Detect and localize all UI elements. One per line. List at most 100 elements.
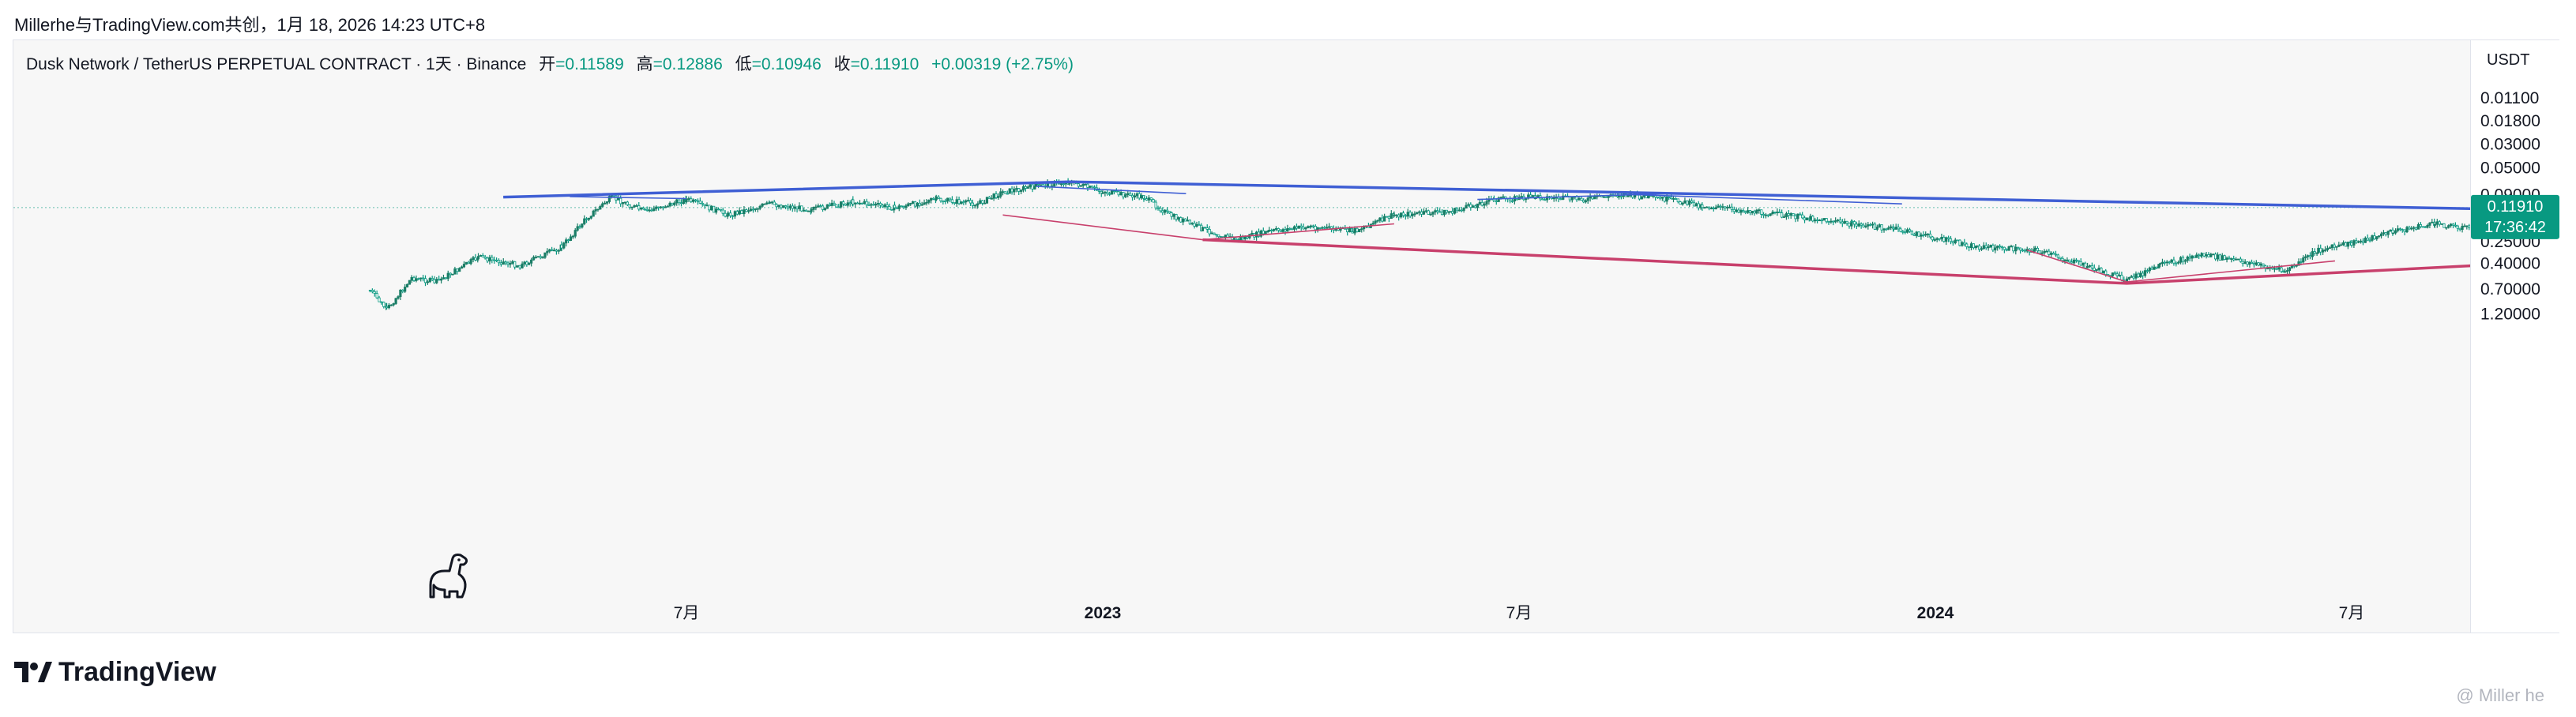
candle-body <box>2389 229 2392 232</box>
candle-body <box>1175 214 1178 220</box>
candle-body <box>770 201 773 204</box>
candle-body <box>583 218 586 224</box>
candle-body <box>2398 228 2401 231</box>
candle-body <box>2066 259 2069 261</box>
candle-body <box>1541 198 1544 201</box>
candle-body <box>569 236 573 241</box>
candle-body <box>835 204 838 208</box>
candle-body <box>2442 223 2446 228</box>
candle-body <box>525 261 528 265</box>
candle-body <box>1782 216 1786 218</box>
candle-body <box>1996 246 1999 249</box>
candle-body <box>509 262 512 265</box>
symbol-title[interactable]: Dusk Network / TetherUS PERPETUAL CONTRA… <box>26 55 527 73</box>
candle-body <box>1081 183 1085 186</box>
candle-body <box>1093 186 1096 189</box>
time-tick-label: 7月 <box>1506 604 1532 622</box>
candle-body <box>1928 233 1932 238</box>
candle-body <box>557 250 560 252</box>
candle-body <box>1149 197 1153 201</box>
candle-body <box>1945 237 1948 242</box>
price-tick-label: 1.20000 <box>2480 305 2540 323</box>
candle-body <box>900 205 903 208</box>
candle-body <box>786 206 790 208</box>
price-scale-svg[interactable]: USDT 0.011000.018000.030000.050000.09000… <box>2471 40 2559 633</box>
candle-body <box>1413 213 1416 216</box>
candle-body <box>458 268 461 272</box>
candle-body <box>1183 218 1187 222</box>
candle-body <box>886 204 889 208</box>
candle-body <box>909 203 912 205</box>
candle-body <box>1850 220 1854 223</box>
candle-body <box>1619 195 1623 197</box>
chart-frame[interactable]: 7月20237月20247月20257月20267月 Dusk Network … <box>13 39 2576 633</box>
candle-body <box>1873 223 1877 230</box>
open-label: 开 <box>539 55 556 73</box>
candle-body <box>493 259 496 261</box>
candle-body <box>1436 210 1439 212</box>
candle-body <box>1843 220 1846 224</box>
candle-body <box>1676 198 1679 202</box>
candle-body <box>2012 246 2015 252</box>
candle-body <box>2313 251 2316 253</box>
candle-body <box>1177 217 1180 220</box>
candle-body <box>2277 267 2281 270</box>
candle-body <box>890 208 893 211</box>
candle-body <box>2000 246 2004 249</box>
candle-body <box>1626 195 1630 197</box>
candle-body <box>2431 221 2434 223</box>
tradingview-logo[interactable]: TradingView <box>14 657 216 688</box>
candle-body <box>957 199 961 205</box>
candle-body <box>2414 227 2418 230</box>
candle-body <box>2093 268 2096 271</box>
candle-body <box>630 206 634 208</box>
candle-body <box>387 305 391 309</box>
candle-body <box>825 204 829 209</box>
candle-body <box>1730 206 1734 210</box>
candle-body <box>777 205 780 208</box>
candle-body <box>830 202 833 206</box>
candle-body <box>1472 205 1475 208</box>
candle-body <box>791 205 794 209</box>
candle-body <box>1311 225 1314 227</box>
candle-body <box>2262 263 2265 267</box>
candle-body <box>758 205 762 209</box>
candle-body <box>2401 229 2404 231</box>
candle-body <box>599 206 602 210</box>
candle-body <box>765 202 769 205</box>
candle-body <box>645 208 649 211</box>
candle-body <box>1638 194 1641 200</box>
candle-body <box>1086 183 1089 188</box>
candle-body <box>1288 228 1292 230</box>
candle-body <box>2007 246 2010 251</box>
candle-body <box>990 197 993 200</box>
candle-body <box>592 210 595 217</box>
candle-body <box>1980 248 1984 250</box>
candle-body <box>1742 210 1745 212</box>
candle-body <box>2250 261 2254 264</box>
candle-body <box>721 209 724 214</box>
candle-body <box>394 298 397 304</box>
candle-body <box>841 201 845 205</box>
candle-body <box>1021 186 1025 191</box>
candle-body <box>1286 228 1289 232</box>
candle-body <box>1809 216 1812 220</box>
candle-body <box>392 303 395 306</box>
current-price-badge[interactable]: 0.11910 17:36:42 <box>2471 194 2559 239</box>
candle-body <box>1972 243 1975 249</box>
plot-area[interactable]: 7月20237月20247月20257月20267月 Dusk Network … <box>13 40 2576 633</box>
candle-body <box>1453 208 1457 214</box>
candle-body <box>844 203 848 206</box>
candle-body <box>1460 209 1463 212</box>
time-axis[interactable]: 7月20237月20247月20257月20267月 <box>674 604 2470 622</box>
price-chart[interactable]: 7月20237月20247月20257月20267月 <box>13 40 2576 633</box>
candle-body <box>664 206 667 208</box>
high-value: =0.12886 <box>652 55 723 73</box>
minor-trendline <box>1036 186 1186 194</box>
candle-body <box>1478 201 1481 205</box>
candle-body <box>1724 206 1727 208</box>
candle-body <box>2043 250 2046 253</box>
candle-body <box>1119 192 1123 196</box>
price-scale[interactable]: USDT 0.011000.018000.030000.050000.09000… <box>2470 40 2559 633</box>
candle-body <box>883 204 886 208</box>
